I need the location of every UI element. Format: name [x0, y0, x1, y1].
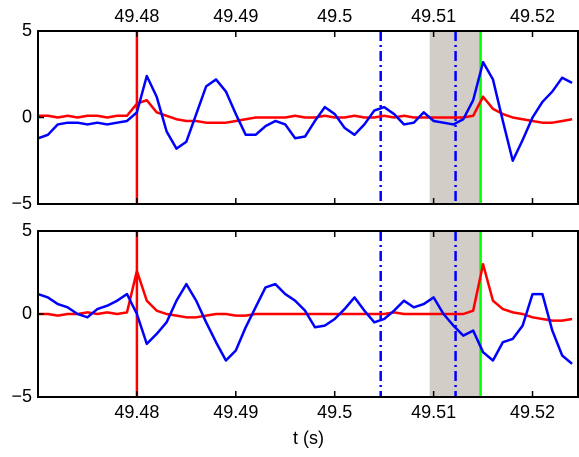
x-tick-label: 49.49: [213, 402, 258, 422]
y-tick-label: −5: [11, 386, 32, 406]
x-tick-label: 49.49: [213, 6, 258, 26]
y-tick-label: 5: [22, 220, 32, 240]
x-tick-label: 49.52: [510, 402, 555, 422]
x-axis-label: t (s): [293, 428, 324, 448]
x-tick-label: 49.48: [114, 402, 159, 422]
x-tick-label: 49.51: [411, 402, 456, 422]
y-tick-label: 5: [22, 20, 32, 40]
x-tick-label: 49.5: [317, 402, 352, 422]
x-tick-label: 49.5: [317, 6, 352, 26]
x-tick-label: 49.52: [510, 6, 555, 26]
x-tick-label: 49.51: [411, 6, 456, 26]
signal-line: [38, 95, 573, 124]
signal-line: [37, 60, 573, 162]
signal-line: [37, 282, 573, 365]
x-tick-label: 49.48: [114, 6, 159, 26]
y-tick-label: −5: [11, 193, 32, 213]
y-tick-label: 0: [22, 303, 32, 323]
y-tick-label: 0: [22, 106, 32, 126]
signal-line: [38, 262, 573, 322]
